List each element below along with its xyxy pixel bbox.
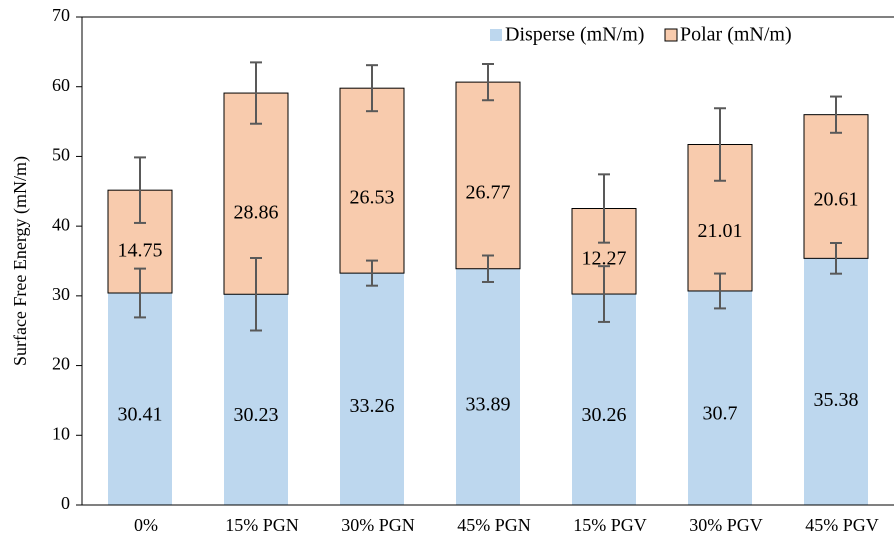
data-label: 35.38 [814,389,859,411]
x-tick-label: 45% PGN [457,515,531,535]
error-bar [598,265,610,323]
error-bar [250,61,262,125]
bar-segment [803,114,869,259]
error-bar [482,62,494,102]
legend-label: Polar (mN/m) [680,24,792,46]
bar-segment [688,290,752,505]
legend-swatch [490,29,502,41]
x-tick-label: 15% PGV [573,515,647,535]
error-bar [250,257,262,332]
y-axis-label: Surface Free Energy (mN/m) [10,156,31,366]
data-label: 26.53 [350,187,395,209]
y-tick-label: 40 [52,214,70,234]
y-tick-label: 30 [52,284,70,304]
y-tick-label: 70 [52,5,70,25]
error-bar [134,156,146,224]
data-label: 33.26 [350,395,395,417]
error-bar [366,259,378,287]
x-tick-label: 45% PGV [805,515,879,535]
error-bar [714,272,726,310]
x-tick-label: 30% PGV [689,515,763,535]
error-bar [830,95,842,134]
x-tick-label: 30% PGN [341,515,415,535]
bar-segment [572,294,636,505]
data-label: 30.41 [118,404,163,426]
data-label: 30.26 [582,404,627,426]
data-label: 12.27 [582,247,627,269]
data-label: 33.89 [466,393,511,415]
x-tick-label: 15% PGN [225,515,299,535]
y-tick-label: 20 [52,354,70,374]
y-tick-label: 50 [52,145,70,165]
data-label: 26.77 [466,182,511,204]
error-bar [830,242,842,275]
bar-segment [108,292,172,505]
bar-segment [339,87,405,274]
y-tick-label: 10 [52,423,70,443]
y-tick-label: 0 [61,493,70,513]
bar-segment [340,273,404,505]
error-bar [366,64,378,113]
bar-segment [455,81,521,270]
error-bar [598,173,610,244]
data-label: 30.7 [703,403,738,425]
bar-segment [456,268,520,505]
bar-segment [804,258,868,505]
error-bar [714,107,726,182]
legend-label: Disperse (mN/m) [505,24,644,46]
data-label: 21.01 [698,220,743,242]
data-label: 28.86 [234,201,279,223]
data-label: 20.61 [814,188,859,210]
legend-swatch [664,28,678,42]
x-tick-label: 0% [134,515,158,535]
error-bar [482,254,494,283]
data-label: 30.23 [234,404,279,426]
y-tick-label: 60 [52,75,70,95]
error-bar [134,267,146,319]
data-label: 14.75 [118,239,163,261]
